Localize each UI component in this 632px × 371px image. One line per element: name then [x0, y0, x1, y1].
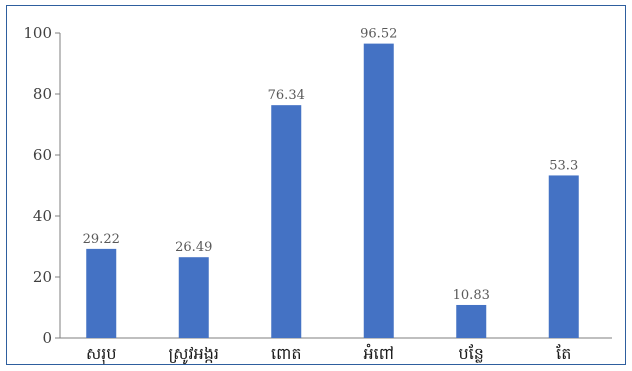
data-label: 76.34 [268, 88, 305, 103]
y-tick-label: 80 [33, 85, 52, 103]
data-label: 29.22 [83, 232, 120, 247]
bar[interactable] [86, 248, 117, 338]
x-category-label: ស្រូវអង្ករ [169, 344, 219, 365]
data-label: 96.52 [360, 27, 397, 42]
y-tick-label: 100 [23, 24, 52, 42]
x-category-label: បន្លែ [459, 344, 484, 363]
x-category-label: អំពៅ [364, 343, 394, 363]
y-tick-label: 20 [33, 268, 52, 286]
y-tick-label: 60 [33, 146, 52, 164]
bar[interactable] [548, 175, 579, 338]
data-label: 10.83 [453, 288, 490, 303]
x-category-label: ពោត [271, 344, 301, 363]
data-label: 53.3 [549, 158, 578, 173]
data-label: 26.49 [175, 240, 212, 255]
y-tick-label: 0 [42, 329, 52, 347]
bar[interactable] [363, 43, 394, 338]
bar[interactable] [271, 105, 302, 339]
y-tick-label: 40 [33, 207, 52, 225]
x-category-label: សរុប [86, 344, 116, 365]
bar[interactable] [456, 304, 487, 338]
bar[interactable] [178, 257, 209, 338]
x-category-label: តែ [556, 344, 571, 363]
